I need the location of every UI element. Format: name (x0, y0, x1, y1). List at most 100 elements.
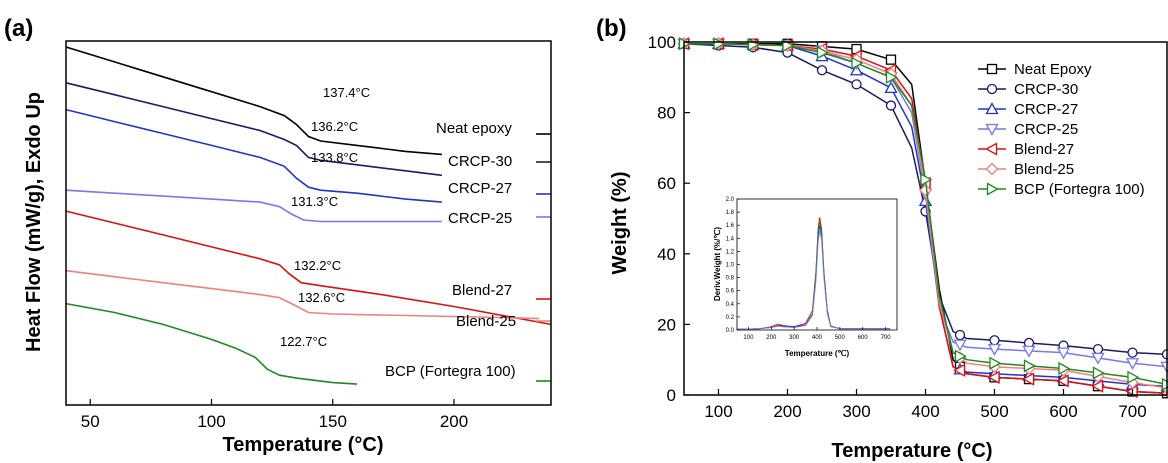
inset-ytick-label: 1.8 (726, 210, 735, 216)
inset-xtick-label: 100 (743, 335, 754, 341)
panel-a-series-line (65, 82, 442, 177)
panel-a-xtick-label: 100 (197, 412, 225, 431)
triangle-right-marker (713, 37, 726, 51)
panel-b-xtick-label: 700 (1118, 402, 1146, 421)
panel-a-xtick-label: 150 (319, 412, 347, 431)
triangle-right-marker (954, 349, 967, 363)
panel-b-xtick-label: 300 (842, 402, 870, 421)
triangle-right-marker (885, 70, 898, 84)
legend-label: Blend-27 (1014, 141, 1074, 158)
panel-a-series-line (65, 46, 442, 156)
panel-b-ylabel: Weight (%) (609, 172, 631, 275)
inset-xtick-label: 700 (881, 335, 892, 341)
triangle-down-marker (1022, 345, 1036, 358)
triangle-down-marker (1056, 347, 1071, 360)
panel-b-xtick-label: 200 (773, 402, 801, 421)
triangle-up-marker (884, 81, 898, 94)
inset-xtick-label: 500 (835, 335, 846, 341)
panel-a-label: (a) (4, 15, 33, 42)
inset-xlabel: Temperature (℃) (785, 349, 850, 358)
circle-marker (851, 79, 862, 90)
panel-a-tg-annotation: 132.2°C (294, 258, 341, 273)
panel-b-label: (b) (596, 15, 627, 42)
triangle-right-marker (1127, 370, 1140, 384)
triangle-right-marker (989, 356, 1002, 370)
inset-xtick-label: 300 (789, 335, 800, 341)
triangle-right-marker (816, 45, 829, 60)
panel-a-ylabel: Heat Flow (mW/g), Exdo Up (23, 92, 45, 352)
legend-label: Neat Epoxy (1014, 61, 1092, 78)
circle-marker (885, 100, 897, 111)
circle-marker (1127, 347, 1138, 358)
panel-a-series-label: Blend-27 (452, 282, 512, 299)
triangle-right-marker (1092, 366, 1105, 380)
panel-b-xtick-label: 600 (1049, 402, 1077, 421)
legend-label: CRCP-27 (1014, 101, 1078, 118)
triangle-left-marker (953, 363, 966, 377)
triangle-right-marker (782, 38, 795, 53)
panel-a-series-label: CRCP-30 (448, 153, 512, 170)
panel-b-xtick-label: 400 (911, 402, 939, 421)
triangle-right-marker (986, 182, 999, 196)
panel-a-series-label: CRCP-25 (448, 210, 512, 227)
panel-a-tg-annotation: 133.8°C (311, 150, 358, 165)
inset-frame (736, 198, 898, 331)
panel-b-inset: 100 200 300 400 500 600 700 0.0 0.2 0.4 0.6 0.8 1.0 1… (713, 197, 898, 358)
inset-ytick-label: 1.4 (726, 236, 735, 242)
inset-series-line (736, 230, 891, 330)
panel-b-ytick-label: 80 (657, 104, 676, 123)
triangle-down-marker (953, 339, 967, 352)
panel-a-xlabel: Temperature (°C) (223, 434, 384, 456)
panel-b-ytick-label: 100 (648, 33, 676, 52)
triangle-right-marker (1058, 361, 1071, 376)
panel-b-ytick-label: 0 (667, 386, 676, 405)
inset-xtick-label: 400 (812, 335, 823, 341)
panel-b-ytick-label: 40 (657, 245, 676, 264)
triangle-down-marker (987, 343, 1002, 356)
square-marker (986, 63, 998, 75)
inset-ytick-label: 2.0 (726, 197, 735, 203)
panel-b-legend: Neat Epoxy CRCP-30 CRCP-27 CRCP-25 Blend-27 B… (978, 61, 1145, 198)
inset-ytick-label: 0.6 (726, 289, 735, 295)
panel-a-tg-annotation: 122.7°C (280, 334, 327, 349)
diamond-marker (919, 183, 932, 197)
triangle-left-marker (985, 142, 998, 156)
legend-label: Blend-25 (1014, 161, 1074, 178)
inset-ytick-label: 0.2 (726, 315, 735, 321)
panel-a-tg-annotation: 136.2°C (311, 119, 358, 134)
panel-a-xtick-label: 50 (81, 412, 100, 431)
panel-a-tg-annotation: 132.6°C (298, 290, 345, 305)
inset-xtick-label: 600 (858, 335, 869, 341)
legend-label: CRCP-30 (1014, 81, 1078, 98)
panel-a-series-line (65, 269, 539, 320)
legend-label: BCP (Fortegra 100) (1014, 181, 1145, 198)
square-marker (885, 54, 897, 65)
legend-label: CRCP-25 (1014, 121, 1078, 138)
triangle-down-marker (1091, 352, 1105, 365)
panel-a-tg-annotation: 131.3°C (291, 194, 338, 209)
inset-ytick-label: 1.2 (726, 249, 735, 255)
panel-a-frame (65, 40, 552, 406)
triangle-down-marker (985, 123, 999, 136)
circle-marker (1092, 343, 1104, 355)
panel-b-ytick-label: 60 (657, 174, 676, 193)
triangle-right-marker (851, 56, 864, 70)
circle-marker (986, 83, 998, 95)
panel-b-xtick-label: 100 (704, 402, 732, 421)
triangle-down-marker (1125, 358, 1140, 371)
inset-ytick-label: 0.4 (726, 302, 735, 308)
inset-ytick-label: 1.0 (726, 263, 735, 269)
circle-marker (989, 335, 1000, 346)
panel-b-ytick-label: 20 (657, 315, 676, 334)
inset-ytick-label: 0.0 (726, 328, 735, 334)
triangle-right-marker (1023, 359, 1036, 373)
panel-a-series-line (65, 189, 442, 223)
panel-a-series-line (65, 210, 552, 326)
inset-ytick-label: 1.6 (726, 223, 735, 229)
panel-a-series-line (65, 108, 442, 203)
circle-marker (954, 329, 966, 341)
panel-b-xtick-label: 500 (980, 402, 1008, 421)
inset-xtick-label: 200 (766, 335, 777, 341)
panel-a-series-label: Blend-25 (456, 313, 516, 330)
